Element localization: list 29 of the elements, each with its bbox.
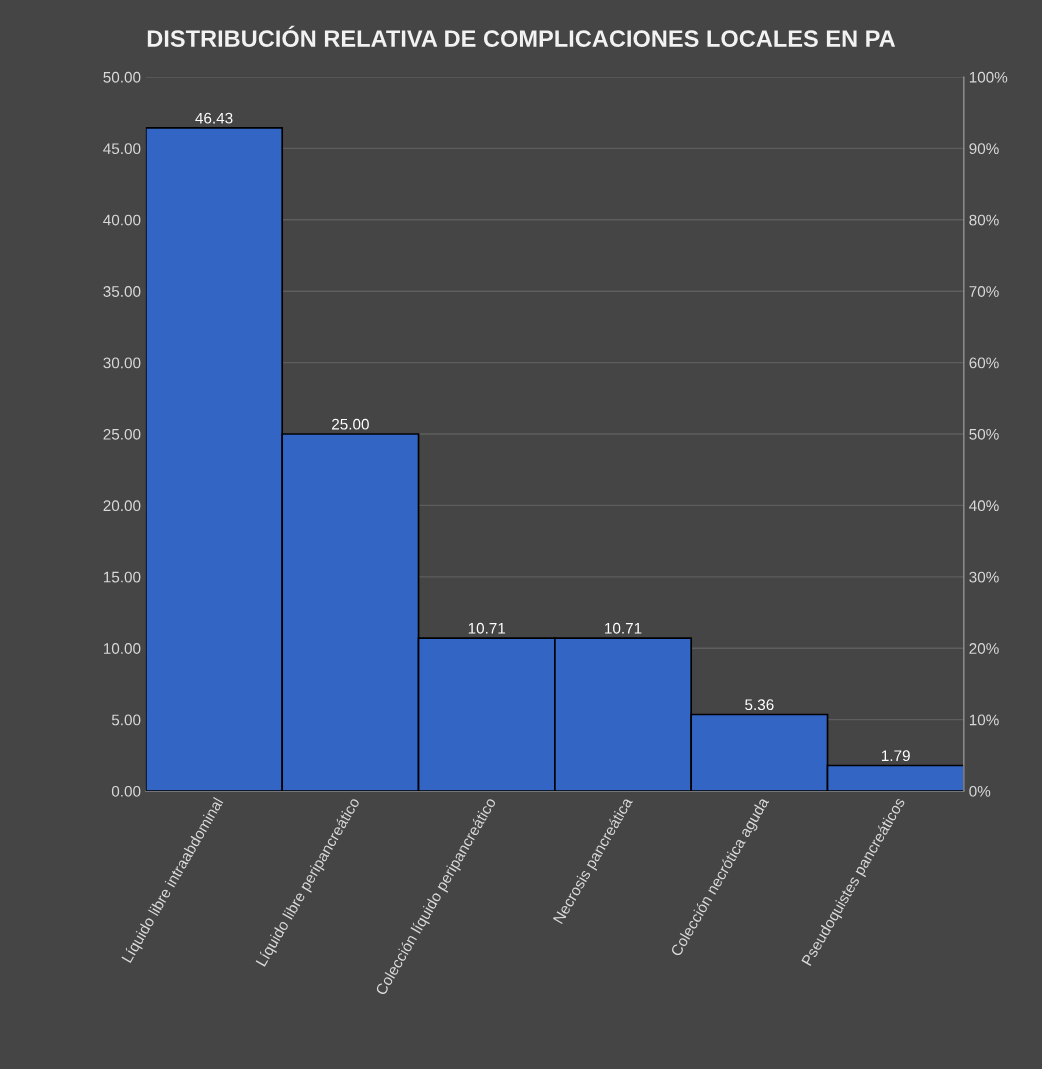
y-tick-label: 25.00 — [103, 428, 141, 440]
data-label: 25.00 — [332, 418, 369, 430]
data-label: 5.36 — [745, 699, 774, 711]
y-tick-label: 15.00 — [103, 571, 141, 583]
y2-tick-label: 30% — [969, 571, 999, 583]
y-tick-label: 20.00 — [103, 500, 141, 512]
y-tick-label: 5.00 — [111, 714, 141, 726]
y2-tick-label: 60% — [969, 357, 999, 369]
y2-tick-label: 10% — [969, 714, 999, 726]
data-label: 10.71 — [605, 622, 642, 634]
y-tick-label: 40.00 — [103, 214, 141, 226]
data-label: 46.43 — [195, 112, 233, 124]
data-label: 10.71 — [468, 622, 506, 634]
y2-tick-label: 40% — [969, 500, 999, 512]
y-tick-label: 30.00 — [103, 357, 141, 369]
chart-title: DISTRIBUCIÓN RELATIVA DE COMPLICACIONES LOCALES EN PA — [147, 25, 896, 47]
data-label: 1.79 — [881, 750, 910, 762]
y2-tick-label: 0% — [969, 785, 991, 797]
y-tick-label: 45.00 — [103, 143, 141, 155]
y2-tick-label: 70% — [969, 286, 999, 297]
y2-tick-label: 50% — [969, 428, 999, 440]
y-tick-label: 50.00 — [103, 71, 141, 83]
y2-tick-label: 90% — [969, 143, 999, 155]
y2-tick-label: 80% — [969, 214, 999, 226]
y-tick-label: 0.00 — [111, 785, 141, 797]
y2-tick-label: 100% — [969, 71, 1008, 83]
y-tick-label: 10.00 — [103, 643, 141, 654]
y2-tick-label: 20% — [969, 643, 999, 654]
y-tick-label: 35.00 — [103, 286, 141, 297]
